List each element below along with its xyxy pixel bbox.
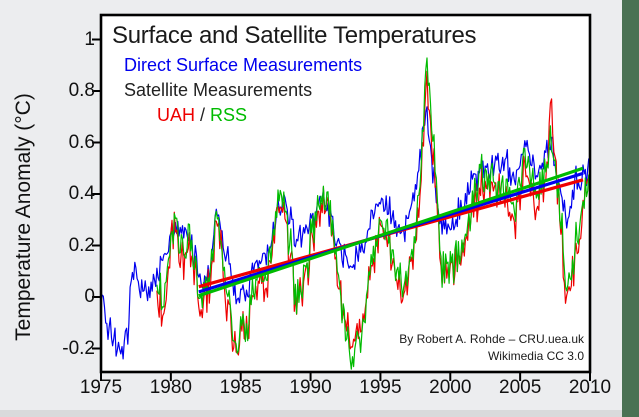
rss-trend-line [198,166,584,298]
legend-uah-rss-row: UAH / RSS [157,105,247,126]
y-tick-label: 0.4 [68,183,95,204]
attribution-line-1: By Robert A. Rohde – CRU.uea.uk [399,332,584,346]
legend-satellite-measurements: Satellite Measurements [124,80,313,100]
surface-series-line [102,106,589,360]
y-tick-label: -0.2 [62,337,95,359]
legend-uah-label: UAH [157,105,196,125]
x-tick-label: 1980 [149,377,192,398]
y-tick-label: 0.8 [68,80,95,101]
y-tick-label: 0.2 [68,234,95,256]
x-tick-label: 1990 [289,377,332,398]
legend-rss-label: RSS [210,105,248,125]
legend-direct-surface-measurements: Direct Surface Measurements [124,55,363,75]
y-axis-label: Temperature Anomaly (°C) [12,93,35,341]
attribution: By Robert A. Rohde – CRU.uea.uk Wikimedi… [399,331,584,365]
chart-title: Surface and Satellite Temperatures [112,22,477,49]
x-tick-label: 2005 [499,377,542,398]
y-tick-label: 0.6 [68,131,95,153]
bottom-edge-strip [0,410,639,417]
y-tick-label: 0 [84,286,95,307]
legend-separator: / [200,105,211,125]
attribution-line-2: Wikimedia CC 3.0 [487,349,584,363]
x-tick-label: 2010 [568,377,612,398]
x-tick-label: 2000 [429,377,472,398]
x-tick-label: 1985 [219,377,262,398]
y-tick-label: 1 [84,28,95,50]
x-tick-label: 1975 [79,377,123,398]
window-edge-strip [622,0,639,417]
x-tick-label: 1995 [359,377,402,398]
